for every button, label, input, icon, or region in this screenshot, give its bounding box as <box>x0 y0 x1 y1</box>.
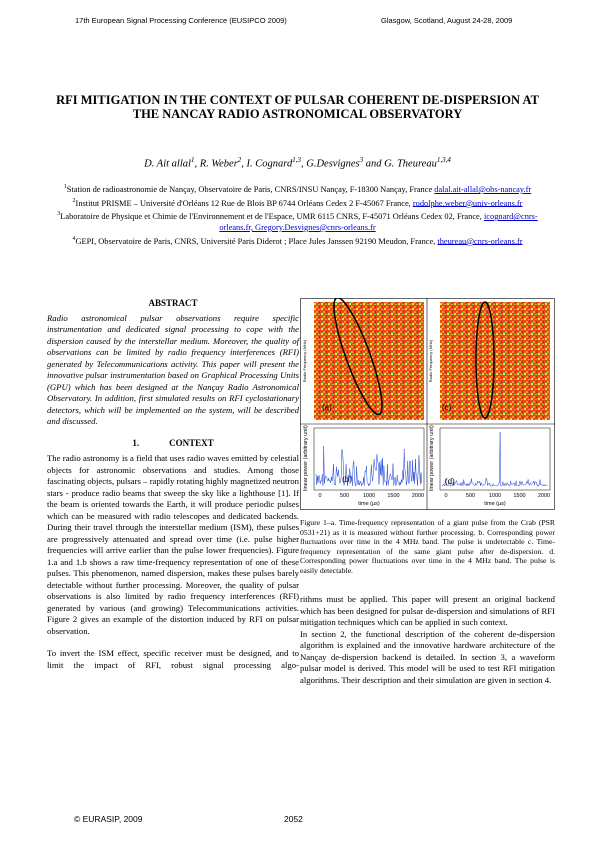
email: icognard@cnrs-orleans.fr, Gregory.Desvig… <box>219 211 538 232</box>
affiliation-text: Institut PRISME – Université d'Orléans 1… <box>75 198 411 208</box>
x-tick-label: 2000 <box>538 493 550 499</box>
x-tick-label: 1000 <box>363 493 375 499</box>
x-tick-label: 1000 <box>489 493 501 499</box>
author: , G.Desvignes <box>301 158 360 170</box>
page-number: 2052 <box>284 814 303 824</box>
signal-trace <box>441 431 548 487</box>
section-number: 1. <box>132 437 140 448</box>
author: D. Ait allal <box>144 158 191 170</box>
header-right: Glasgow, Scotland, August 24-28, 2009 <box>381 16 513 25</box>
panel-label: (d) <box>445 477 455 486</box>
affiliation-text: Laboratoire de Physique et Chimie de l'E… <box>60 211 482 221</box>
author: and G. Theureau <box>363 158 437 170</box>
section-title: CONTEXT <box>169 437 214 448</box>
x-tick-label: 1500 <box>387 493 399 499</box>
authors: D. Ait allal1, R. Weber2, I. Cognard1,3,… <box>40 156 555 170</box>
x-tick-label: 1500 <box>513 493 525 499</box>
author: , R. Weber <box>194 158 238 170</box>
affiliation-text: GEPI, Observatoire de Paris, CNRS, Unive… <box>75 236 436 246</box>
header-left: 17th European Signal Processing Conferen… <box>75 16 287 25</box>
paragraph: The radio astronomy is a field that uses… <box>47 453 299 636</box>
axis-label: linear power (arbitrary unit) <box>303 425 309 491</box>
x-tick-label: 0 <box>318 493 321 499</box>
traces <box>315 431 548 487</box>
affiliation: 3Laboratoire de Physique et Chimie de l'… <box>45 209 550 233</box>
plot-frame <box>439 427 551 491</box>
footer-left: © EURASIP, 2009 <box>74 814 143 824</box>
paragraph: In section 2, the functional description… <box>300 628 555 685</box>
x-axis-label: time (µs) <box>358 501 380 507</box>
section-heading: 1. CONTEXT <box>47 438 299 450</box>
affiliation-sup: 4 <box>72 235 76 242</box>
affiliation-sup: 3 <box>57 211 61 218</box>
author-sup: 1,3 <box>292 156 301 164</box>
email: dalal.ait-allal@obs-nancay.fr <box>434 184 532 194</box>
affiliation: 2Institut PRISME – Université d'Orléans … <box>45 196 550 210</box>
paper-title: RFI MITIGATION IN THE CONTEXT OF PULSAR … <box>56 93 539 121</box>
x-axis-label: time (µs) <box>484 501 506 507</box>
highlight <box>333 298 383 416</box>
abstract-text: Radio astronomical pulsar observations r… <box>47 312 299 427</box>
plot-frame <box>313 427 425 491</box>
author-sup: 1,3,4 <box>436 156 451 164</box>
paragraph: rithms must be applied. This paper will … <box>300 594 555 627</box>
signal-trace <box>315 445 422 487</box>
heatmap <box>440 302 550 420</box>
abstract-heading: ABSTRACT <box>148 298 198 308</box>
author: , I. Cognard <box>241 158 293 170</box>
affiliation-sup: 1 <box>63 184 67 190</box>
affiliation-sup: 2 <box>72 197 76 204</box>
figure-frame <box>300 298 555 510</box>
heatmap <box>314 302 424 420</box>
paragraph: To invert the ISM effect, specific recei… <box>47 648 299 670</box>
right-column: rithms must be applied. This paper will … <box>300 594 555 686</box>
email: rodolphe.weber@univ-orleans.fr <box>412 198 523 208</box>
axis-label: linear power (arbitrary unit) <box>429 425 435 491</box>
affiliation: 4GEPI, Observatoire de Paris, CNRS, Univ… <box>45 234 550 248</box>
x-axes: 0 500 1000 1500 2000 time (µs) 0 500 1000 1500 200… <box>318 493 550 507</box>
affiliation-text: Station de radioastronomie de Nançay, Ob… <box>66 184 433 194</box>
left-column: ABSTRACT Radio astronomical pulsar obser… <box>47 298 299 671</box>
affiliation: 1Station de radioastronomie de Nançay, O… <box>45 182 550 196</box>
highlight <box>475 301 495 419</box>
x-tick-label: 0 <box>444 493 447 499</box>
author-sup: 1 <box>190 156 195 164</box>
x-tick-label: 500 <box>466 493 475 499</box>
x-tick-label: 2000 <box>412 493 424 499</box>
panel-label: (c) <box>442 403 452 412</box>
axis-label: Radio Frequency (MHz) <box>428 339 433 382</box>
author-sup: 3 <box>359 156 364 164</box>
affiliations: 1Station de radioastronomie de Nançay, O… <box>45 182 550 247</box>
figure: Radio Frequency (MHz) Radio Frequency (M… <box>300 298 555 510</box>
x-tick-label: 500 <box>340 493 349 499</box>
axis-label: Radio Frequency (MHz) <box>302 339 307 382</box>
figure-caption: Figure 1–a. Time-frequency representatio… <box>300 518 555 575</box>
email: theureau@cnrs-orleans.fr <box>437 236 523 246</box>
author-sup: 2 <box>237 156 242 164</box>
panel-label: (a) <box>322 403 332 412</box>
